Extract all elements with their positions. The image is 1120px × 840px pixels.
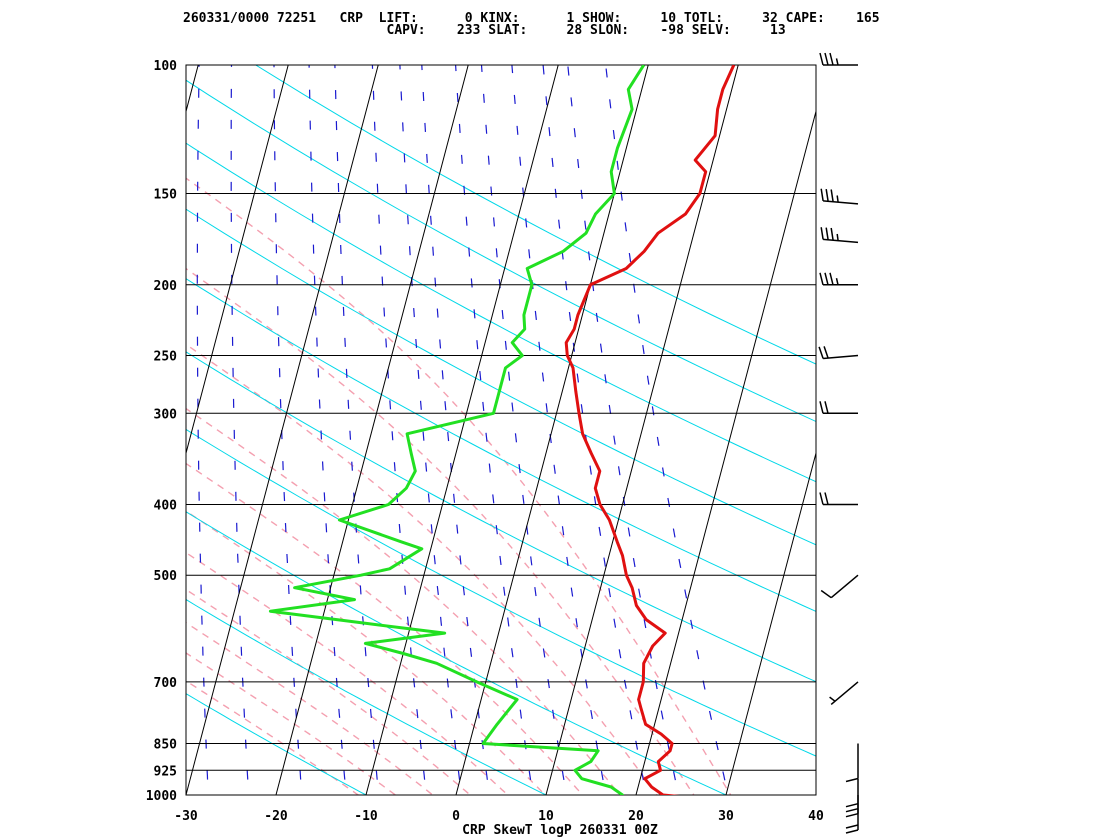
isotherm-line xyxy=(0,49,113,811)
pressure-tick-label: 850 xyxy=(154,738,178,753)
dry-adiabat-line xyxy=(186,278,816,612)
wind-barb xyxy=(819,492,858,506)
temperature-profile-line xyxy=(564,65,736,795)
temperature-tick-label: -30 xyxy=(174,809,198,824)
dry-adiabat-line xyxy=(186,598,548,795)
isotherm-line xyxy=(365,65,559,795)
wind-barb xyxy=(820,188,859,205)
mixing-ratio-line xyxy=(455,65,534,795)
wind-barb xyxy=(845,778,859,818)
pressure-labels: 100 150 200 250 300 400 500 700 850 925 1000 xyxy=(146,59,177,804)
pressure-tick-label: 200 xyxy=(154,279,178,294)
mixing-ratio-line xyxy=(480,65,568,795)
dry-adiabat-line xyxy=(186,142,816,483)
plot-frame xyxy=(185,64,817,796)
dry-adiabat-line xyxy=(186,208,816,546)
wind-barbs xyxy=(818,52,859,834)
temperature-tick-label: 30 xyxy=(718,809,734,824)
moist-adiabat-line xyxy=(186,177,732,795)
moist-adiabat-line xyxy=(186,551,509,795)
mixing-ratio-line xyxy=(511,65,607,795)
isotherm-line xyxy=(725,451,816,795)
isotherm-line xyxy=(545,65,739,795)
moist-adiabats xyxy=(186,177,732,795)
mixing-ratio-line xyxy=(140,65,147,811)
temperature-tick-label: 40 xyxy=(808,809,824,824)
wind-barb xyxy=(820,227,859,244)
pressure-tick-label: 1000 xyxy=(146,789,177,804)
pressure-tick-label: 700 xyxy=(154,676,178,691)
pressure-tick-label: 400 xyxy=(154,499,178,514)
temperature-tick-label: -20 xyxy=(264,809,288,824)
pressure-tick-label: 925 xyxy=(154,764,177,779)
moist-adiabat-line xyxy=(186,343,658,795)
pressure-tick-label: 500 xyxy=(154,569,178,584)
pressure-tick-label: 100 xyxy=(154,59,178,74)
isotherm-line xyxy=(0,49,23,811)
pressure-tick-label: 150 xyxy=(154,188,178,203)
moist-adiabat-line xyxy=(186,267,695,795)
dry-adiabats xyxy=(186,65,816,795)
wind-barb xyxy=(845,743,859,783)
wind-barb xyxy=(820,574,859,599)
mixing-ratio-line xyxy=(273,65,303,795)
dry-adiabat-line xyxy=(186,79,816,423)
pressure-tick-label: 300 xyxy=(154,407,178,422)
temperature-tick-label: 20 xyxy=(628,809,644,824)
isotherm-line xyxy=(635,109,816,795)
dry-adiabat-line xyxy=(186,794,187,795)
moist-adiabat-line xyxy=(186,621,434,795)
mixing-ratio-line xyxy=(542,65,647,795)
isotherm-line xyxy=(186,65,199,114)
isotherms xyxy=(0,49,816,811)
header-line-1: 260331/0000 72251 CRP LIFT: 0 KINX: 1 SH… xyxy=(183,11,880,26)
temperature-tick-label: 10 xyxy=(538,809,554,824)
dry-adiabat-line xyxy=(186,693,368,795)
mixing-ratio-line xyxy=(371,65,428,795)
temperature-labels: -30 -20 -10 0 10 20 30 40 xyxy=(174,809,824,824)
mixing-ratio-line xyxy=(334,65,380,795)
wind-barb xyxy=(819,272,858,286)
mixing-ratio-line xyxy=(567,65,680,795)
pressure-tick-label: 250 xyxy=(154,350,178,365)
dry-adiabat-line xyxy=(186,428,816,757)
mixing-ratio-line xyxy=(399,65,463,795)
mixing-ratio-line xyxy=(196,65,209,795)
mixing-ratio-line xyxy=(82,65,97,811)
mixing-ratio-line xyxy=(421,65,491,795)
profiles xyxy=(268,65,736,795)
moist-adiabat-line xyxy=(186,462,584,795)
isotherm-line xyxy=(186,65,289,456)
header-line-2: CAPV: 233 SLAT: 28 SLON: -98 SELV: 13 xyxy=(183,23,786,38)
mixing-ratio-line xyxy=(230,65,250,795)
dry-adiabat-line xyxy=(255,65,816,365)
dewpoint-profile-line xyxy=(268,65,646,795)
temperature-tick-label: -10 xyxy=(354,809,378,824)
isotherm-line xyxy=(455,65,649,795)
mixing-ratio-line xyxy=(605,65,729,795)
wind-barb xyxy=(819,401,858,415)
dry-adiabat-line xyxy=(186,511,728,795)
moist-adiabat-line xyxy=(186,588,472,795)
wind-barb xyxy=(819,52,858,66)
isotherm-line xyxy=(275,65,469,795)
wind-barb xyxy=(829,681,859,705)
dry-adiabat-line xyxy=(186,351,816,683)
moist-adiabat-line xyxy=(186,407,621,795)
isotherm-line xyxy=(186,65,379,795)
wind-barb xyxy=(818,346,859,360)
moist-adiabat-line xyxy=(186,652,397,795)
temperature-tick-label: 0 xyxy=(452,809,460,824)
chart-title: CRP SkewT logP 260331 00Z xyxy=(462,823,658,838)
